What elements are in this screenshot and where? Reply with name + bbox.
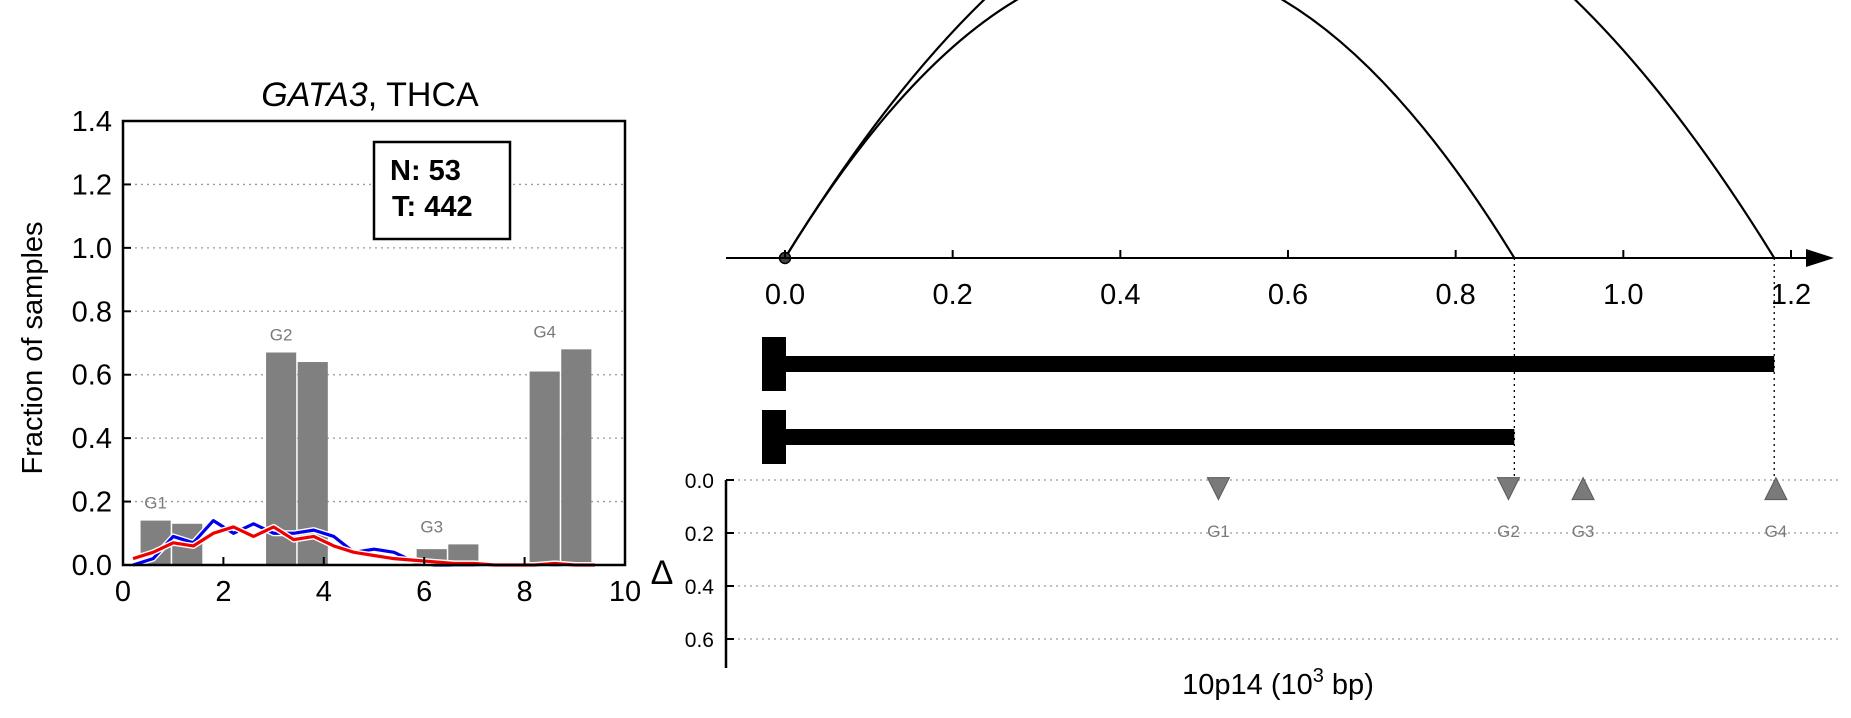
left-y-axis-label: Fraction of samples <box>17 221 49 474</box>
tumor-count-text: T: 442 <box>392 191 473 223</box>
x-label-suffix: bp) <box>1324 669 1374 701</box>
right-panel: 0.0 0.2 0.4 0.6 0.8 1.0 1.2 0.00.20.40.6 Δ G1 G… <box>651 0 1840 701</box>
x-label-exponent: 3 <box>1313 665 1324 687</box>
genomic-tick-label: 0.4 <box>1100 279 1140 311</box>
x-label-prefix: 10p14 (10 <box>1182 669 1313 701</box>
bar-group-label: G2 <box>270 326 293 345</box>
left-y-tick-label: 1.4 <box>72 106 112 138</box>
sample-count-frame <box>372 140 512 241</box>
tumor-bar <box>561 349 592 565</box>
left-plot-frame <box>121 119 627 567</box>
left-y-ticks: 0.0 0.2 0.4 0.6 0.8 1.0 1.2 1.4 <box>72 106 131 582</box>
sample-count-box: N: 53 T: 442 <box>372 140 512 241</box>
isoform-bars <box>762 337 1775 464</box>
left-y-tick-label: 0.0 <box>72 550 112 582</box>
delta-tick-label: 0.0 <box>685 470 714 493</box>
left-y-tick-label: 0.4 <box>72 423 112 455</box>
delta-markers: G1 G2 G3 G4 <box>1206 476 1788 541</box>
isoform-arc <box>784 0 1516 259</box>
delta-marker-label: G2 <box>1497 522 1520 541</box>
genomic-tick-label: 1.0 <box>1603 279 1643 311</box>
delta-marker <box>1764 476 1788 501</box>
left-x-tick-label: 8 <box>517 576 533 608</box>
bar-group-label: G1 <box>144 494 167 513</box>
genomic-tick-label: 1.2 <box>1771 279 1811 311</box>
isoform-bar <box>762 429 1515 445</box>
bar-group-label: G3 <box>420 517 443 536</box>
delta-marker <box>1496 477 1521 501</box>
delta-tick-label: 0.2 <box>685 523 714 546</box>
left-chart-title: GATA3, THCA <box>261 76 479 114</box>
isoform-arc <box>784 0 1776 259</box>
left-x-tick-label: 2 <box>215 576 231 608</box>
genomic-tick-label: 0.2 <box>933 279 973 311</box>
left-x-ticks: 0 2 4 6 8 10 <box>115 557 641 608</box>
delta-y-label: Δ <box>651 554 674 592</box>
genomic-tick-label: 0.8 <box>1436 279 1476 311</box>
left-panel: GATA3, THCA Fraction of samples G1G2G3G4 … <box>17 76 641 608</box>
title-cancer: THCA <box>386 76 479 114</box>
normal-bar <box>529 371 560 565</box>
left-bar-group-labels: G1 G2 G3 G4 <box>144 322 556 536</box>
delta-marker <box>1571 476 1595 501</box>
genomic-tick-label: 0.6 <box>1268 279 1308 311</box>
left-bars <box>140 349 592 565</box>
delta-tick-label: 0.6 <box>685 629 714 652</box>
title-gene: GATA3 <box>261 76 368 114</box>
breakpoint-guides <box>1513 258 1775 492</box>
delta-marker-label: G1 <box>1207 522 1230 541</box>
left-x-tick-label: 0 <box>115 576 131 608</box>
genomic-x-axis-label: 10p14 (103 bp) <box>1182 665 1374 701</box>
delta-marker-label: G4 <box>1765 522 1788 541</box>
delta-marker <box>1206 477 1231 501</box>
left-x-tick-label: 4 <box>316 576 332 608</box>
left-y-tick-label: 0.2 <box>72 487 112 519</box>
left-x-tick-label: 6 <box>416 576 432 608</box>
normal-count-text: N: 53 <box>390 155 461 187</box>
left-y-tick-label: 1.2 <box>72 169 112 201</box>
delta-y-ticks: 0.0 0.2 0.4 0.6 <box>685 470 734 652</box>
genomic-axis-ticks: 0.0 0.2 0.4 0.6 0.8 1.0 1.2 <box>765 250 1811 311</box>
genomic-tick-label: 0.0 <box>765 279 805 311</box>
genomic-axis-arrow <box>1806 249 1834 267</box>
delta-marker-label: G3 <box>1572 522 1595 541</box>
left-x-tick-label: 10 <box>609 576 641 608</box>
left-y-tick-label: 0.8 <box>72 296 112 328</box>
isoform-bar <box>762 356 1775 372</box>
left-y-tick-label: 0.6 <box>72 360 112 392</box>
tumor-bar <box>448 544 479 565</box>
bar-group-label: G4 <box>533 322 556 341</box>
title-separator: , <box>368 76 377 114</box>
left-y-tick-label: 1.0 <box>72 233 112 265</box>
delta-tick-label: 0.4 <box>685 576 715 599</box>
delta-gridlines <box>726 479 1840 640</box>
isoform-arcs <box>778 0 1776 265</box>
